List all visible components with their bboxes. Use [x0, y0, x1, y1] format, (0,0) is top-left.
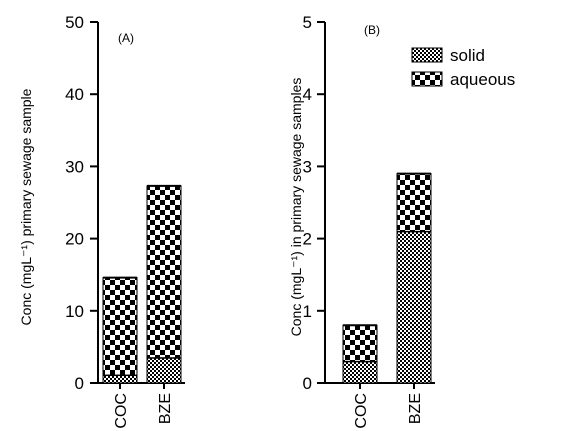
panel-a-bar-bze-solid — [146, 357, 182, 384]
panel-b-plot: 0 1 2 3 4 5 COC BZE — [303, 13, 435, 429]
panel-a-category-label: BZE — [157, 393, 174, 424]
panel-a-category-label: COC — [113, 393, 130, 429]
legend-swatch-aqueous — [411, 71, 443, 87]
panel-b-label: (B) — [364, 23, 380, 37]
legend-label-aqueous: aqueous — [450, 70, 515, 89]
panel-a-y-axis-title: Conc (mgL⁻¹) primary sewage sample — [18, 88, 34, 325]
panel-a-y-tick-label: 30 — [65, 157, 84, 176]
panel-b-y-tick-label: 4 — [303, 85, 312, 104]
panel-b-category-label: BZE — [407, 393, 424, 424]
panel-a-y-tick-label: 40 — [65, 85, 84, 104]
panel-a-y-tick-label: 0 — [75, 374, 84, 393]
panel-b-category-label: COC — [353, 393, 370, 429]
panel-a-label: (A) — [118, 31, 134, 45]
panel-a-y-tick-label: 20 — [65, 230, 84, 249]
panel-b-bar-bze-aqueous — [396, 173, 432, 232]
panel-b-y-axis-title: Conc (mgL⁻¹) in primary sewage samples — [288, 78, 304, 337]
panel-a: (A) Conc (mgL⁻¹) primary sewage sample 0… — [18, 13, 185, 429]
panel-a-bar-coc-aqueous — [102, 277, 138, 376]
panel-a-bar-bze-aqueous — [146, 185, 182, 359]
panel-a-bar-coc-solid — [102, 374, 138, 384]
legend-label-solid: solid — [450, 46, 485, 65]
panel-a-plot: 0 10 20 30 40 50 COC BZE — [65, 13, 185, 429]
panel-b-y-tick-label: 3 — [303, 157, 312, 176]
panel-a-y-tick-label: 50 — [65, 13, 84, 32]
panel-b-bar-coc-solid — [342, 360, 378, 384]
legend-swatch-solid — [411, 47, 443, 63]
panel-a-y-tick-label: 10 — [65, 302, 84, 321]
panel-b: (B) Conc (mgL⁻¹) in primary sewage sampl… — [288, 13, 515, 429]
legend: solid aqueous — [411, 46, 515, 89]
panel-b-y-tick-label: 1 — [303, 302, 312, 321]
panel-b-bar-coc-aqueous — [342, 324, 378, 362]
panel-b-y-tick-label: 0 — [303, 374, 312, 393]
panel-b-bar-bze-solid — [396, 230, 432, 384]
panel-b-y-tick-label: 5 — [303, 13, 312, 32]
panel-b-y-tick-label: 2 — [303, 230, 312, 249]
